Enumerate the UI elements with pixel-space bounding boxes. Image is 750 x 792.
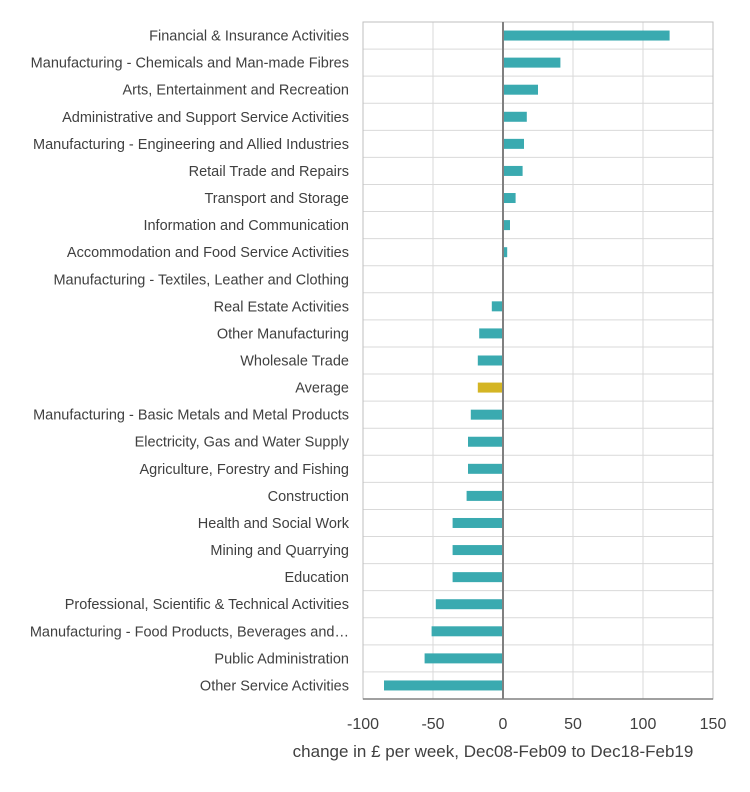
category-label: Manufacturing - Basic Metals and Metal P… (33, 408, 349, 424)
bar (479, 328, 503, 339)
bar (468, 463, 503, 474)
bar (477, 355, 503, 366)
bar (503, 30, 670, 41)
bar (424, 653, 503, 664)
bar (466, 490, 503, 501)
x-axis-title: change in £ per week, Dec08-Feb09 to Dec… (293, 742, 694, 761)
bar (477, 382, 503, 393)
bar (503, 138, 524, 149)
bar (503, 247, 508, 258)
bar (503, 84, 538, 95)
category-label: Manufacturing - Textiles, Leather and Cl… (53, 272, 349, 288)
x-tick-labels: -100 -50 0 50 100 150 (347, 716, 726, 733)
bar (384, 680, 503, 691)
x-tick-label: 150 (700, 716, 727, 733)
category-label: Real Estate Activities (214, 299, 349, 315)
plot-frame (362, 21, 714, 700)
bar (503, 220, 510, 231)
category-labels: Financial & Insurance Activities Manufact… (30, 29, 350, 695)
category-label: Administrative and Support Service Activ… (62, 110, 349, 126)
bar (468, 436, 503, 447)
category-label: Professional, Scientific & Technical Act… (65, 597, 349, 613)
x-tick-label: -100 (347, 716, 379, 733)
category-label: Information and Communication (143, 218, 349, 234)
category-label: Other Service Activities (200, 678, 349, 694)
x-tick-label: 50 (564, 716, 582, 733)
category-label: Transport and Storage (204, 191, 349, 207)
bar (503, 111, 527, 122)
category-label: Average (295, 381, 349, 397)
category-label: Arts, Entertainment and Recreation (123, 83, 349, 99)
bar-layer (384, 22, 670, 699)
category-label: Wholesale Trade (240, 354, 349, 370)
x-tick-label: 100 (630, 716, 657, 733)
x-tick-label: -50 (421, 716, 444, 733)
category-label: Accommodation and Food Service Activitie… (67, 245, 349, 261)
grid-layer (362, 21, 714, 700)
bar (470, 409, 503, 420)
bar (503, 165, 523, 176)
category-label: Retail Trade and Repairs (189, 164, 349, 180)
bar (452, 572, 503, 583)
bar (491, 301, 503, 312)
category-label: Mining and Quarrying (210, 543, 349, 559)
bar (431, 626, 503, 637)
category-label: Manufacturing - Food Products, Beverages… (30, 624, 349, 640)
category-label: Agriculture, Forestry and Fishing (139, 462, 349, 478)
category-label: Health and Social Work (198, 516, 350, 532)
category-label: Manufacturing - Engineering and Allied I… (33, 137, 349, 153)
x-tick-label: 0 (499, 716, 508, 733)
category-label: Construction (268, 489, 349, 505)
category-label: Education (285, 570, 350, 586)
bar (503, 193, 516, 204)
category-label: Other Manufacturing (217, 326, 349, 342)
category-label: Public Administration (214, 651, 349, 667)
bar (452, 545, 503, 556)
category-label: Manufacturing - Chemicals and Man-made F… (31, 56, 349, 72)
category-label: Financial & Insurance Activities (149, 29, 349, 45)
bar (503, 57, 561, 68)
bar (452, 517, 503, 528)
category-label: Electricity, Gas and Water Supply (135, 435, 350, 451)
bar (435, 599, 503, 610)
